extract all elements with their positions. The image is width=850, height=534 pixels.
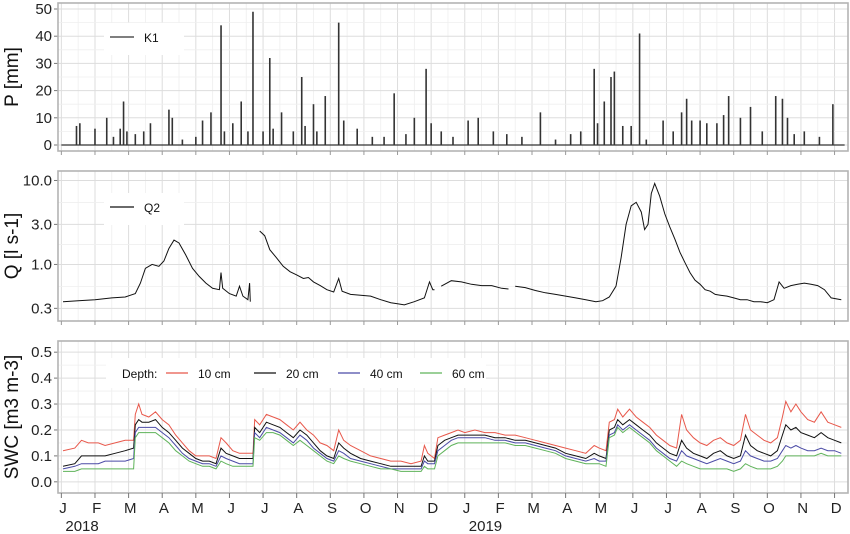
y-tick-label: 20: [35, 83, 52, 100]
x-month-label: A: [697, 500, 707, 517]
y-tick-label: 0.1: [31, 448, 52, 465]
discharge-line-q2: [259, 230, 435, 306]
y-tick-label: 10.0: [23, 172, 52, 189]
x-month-label: M: [527, 500, 540, 517]
x-month-label: J: [631, 500, 639, 517]
legend-label: Q2: [144, 201, 160, 215]
y-tick-label: 1.0: [31, 256, 52, 273]
discharge-line-q2: [440, 280, 509, 290]
x-month-label: S: [730, 500, 740, 517]
shared-x-axis: J F M A M J J A S O N D J F M A M J J A S O N D 2018 2019: [59, 151, 842, 534]
x-month-label: A: [562, 500, 572, 517]
y-tick-label: 0.5: [31, 344, 52, 361]
swc-line-60cm: [63, 426, 842, 472]
x-month-label: M: [124, 500, 137, 517]
y-tick-label: 0.3: [31, 300, 52, 317]
legend-title: Depth:: [122, 367, 157, 381]
panel-discharge: 0.3 1.0 3.0 10.0 Q [l s-1] Q2: [2, 170, 849, 322]
x-month-label: O: [360, 500, 372, 517]
x-month-label: O: [763, 500, 775, 517]
legend-label: 60 cm: [452, 367, 485, 381]
legend-box: [104, 193, 184, 225]
x-month-label: J: [261, 500, 269, 517]
y-tick-label: 0.2: [31, 422, 52, 439]
legend-label: 40 cm: [370, 367, 403, 381]
y-tick-label: 0: [44, 137, 52, 154]
y-tick-label: 3.0: [31, 216, 52, 233]
swc-line-10cm: [62, 399, 842, 465]
panel-frame: [57, 170, 849, 322]
x-month-label: J: [59, 500, 67, 517]
y-tick-label: 30: [35, 55, 52, 72]
y-tick-label: 0.4: [31, 370, 52, 387]
x-month-label: D: [831, 500, 842, 517]
panel-precipitation: 0 10 20 30 40 50 P [mm] K1: [2, 1, 849, 154]
y-tick-label: 40: [35, 28, 52, 45]
x-month-label: S: [327, 500, 337, 517]
swc-line-20cm: [62, 418, 842, 467]
x-month-label: J: [463, 500, 471, 517]
y-axis-label: P [mm]: [2, 47, 23, 107]
panel-frame: [57, 340, 849, 494]
x-year-label: 2019: [469, 518, 502, 534]
legend-label: 20 cm: [286, 367, 319, 381]
legend: Depth: 10 cm 20 cm 40 cm 60 cm: [106, 358, 486, 388]
x-year-label: 2018: [65, 518, 98, 534]
x-month-label: J: [227, 500, 235, 517]
legend-label: K1: [144, 31, 159, 45]
x-month-label: F: [92, 500, 101, 517]
x-month-label: F: [495, 500, 504, 517]
discharge-line-q2: [515, 182, 842, 304]
x-month-label: J: [664, 500, 672, 517]
x-month-label: M: [191, 500, 204, 517]
x-month-label: A: [159, 500, 169, 517]
y-tick-label: 10: [35, 110, 52, 127]
y-axis-label: Q [l s-1]: [2, 213, 23, 280]
legend-label: 10 cm: [198, 367, 231, 381]
x-month-label: N: [394, 500, 405, 517]
discharge-line-q2: [62, 239, 251, 303]
y-tick-label: 50: [35, 1, 52, 18]
y-tick-label: 0.3: [31, 396, 52, 413]
y-axis-label: SWC [m3 m-3]: [2, 355, 23, 480]
x-month-label: N: [797, 500, 808, 517]
panel-frame: [57, 2, 849, 152]
panel-soil_water_content: 0.0 0.1 0.2 0.3 0.4 0.5 SWC [m3 m-3] Depth: 10 c…: [2, 340, 849, 494]
x-month-label: D: [427, 500, 438, 517]
y-tick-label: 0.0: [31, 474, 52, 491]
x-month-label: A: [293, 500, 303, 517]
swc-line-40cm: [62, 423, 842, 470]
legend-box: [104, 23, 184, 55]
x-month-label: M: [595, 500, 608, 517]
